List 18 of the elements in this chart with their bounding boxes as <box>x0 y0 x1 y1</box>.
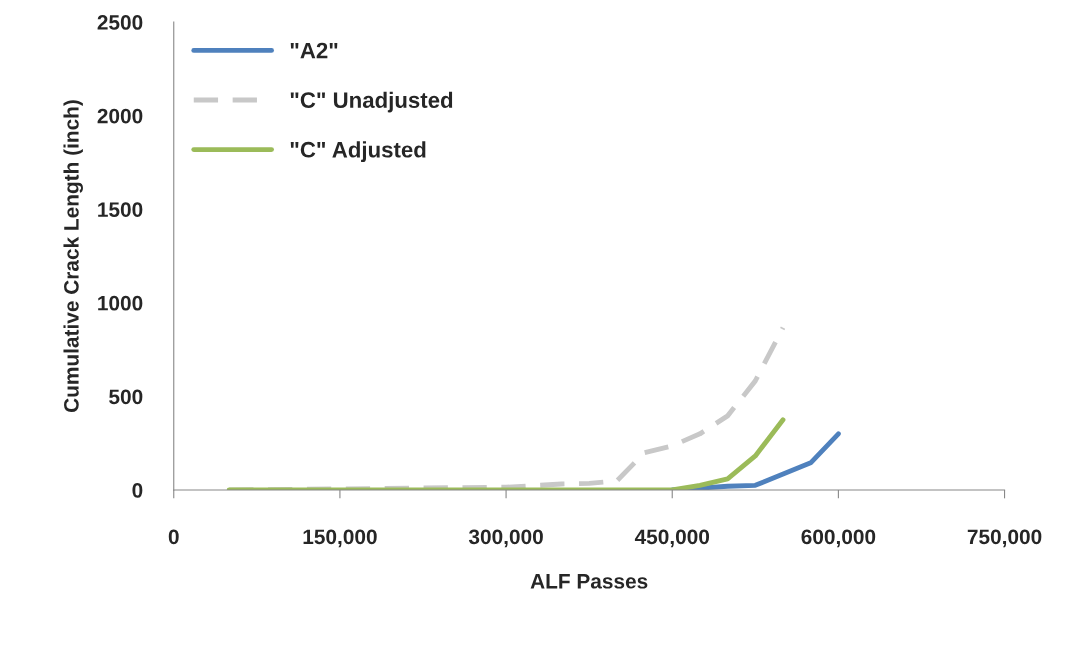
x-tick-label: 600,000 <box>801 529 876 548</box>
legend-label: "A2" <box>290 42 338 59</box>
y-tick-label: 2000 <box>97 108 143 124</box>
x-tick-label: 750,000 <box>967 529 1042 548</box>
y-tick-label: 2500 <box>97 15 143 30</box>
y-tick-label: 0 <box>132 483 143 498</box>
y-axis-title: Cumulative Crack Length (inch) <box>63 100 83 413</box>
line-series <box>226 417 786 490</box>
legend-label: "C" Adjusted <box>290 141 426 162</box>
x-tick-label: 300,000 <box>468 529 543 548</box>
x-axis-title: ALF Passes <box>530 574 648 589</box>
y-tick-label: 1500 <box>98 202 143 217</box>
x-tick-label: 450,000 <box>634 529 710 548</box>
x-tick-label: 150,000 <box>303 529 377 548</box>
legend-label: "C" Unadjusted <box>290 91 453 113</box>
y-tick-label: 1000 <box>98 295 143 311</box>
y-tick-label: 500 <box>109 389 143 405</box>
x-tick-label: 0 <box>168 529 179 545</box>
